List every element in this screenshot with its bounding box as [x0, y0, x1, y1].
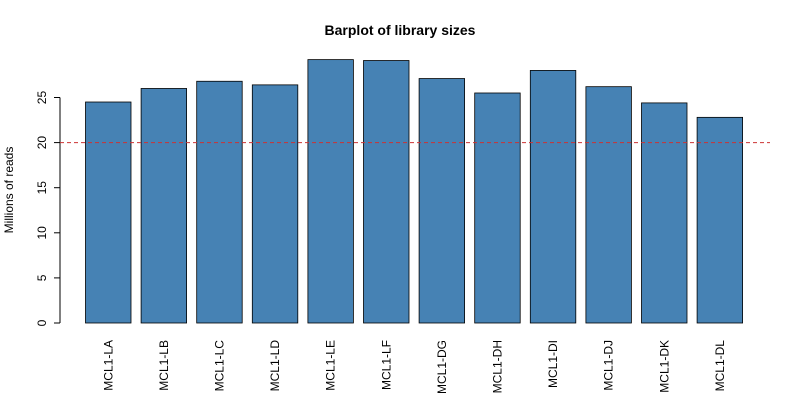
- bar-mcl1-ld: [251, 84, 299, 324]
- bars-layer: [85, 59, 743, 324]
- bar-mcl1-lf: [363, 60, 410, 324]
- y-tick-label: 10: [35, 226, 49, 240]
- y-tick-label: 15: [35, 181, 49, 195]
- bar-mcl1-dl: [696, 116, 743, 324]
- x-tick-label-mcl1-dh: MCL1-DH: [490, 340, 504, 393]
- x-tick-label-mcl1-le: MCL1-LE: [324, 340, 338, 391]
- x-tick-label-mcl1-dg: MCL1-DG: [435, 340, 449, 394]
- bar-mcl1-lc: [196, 80, 243, 324]
- bar-mcl1-dh: [474, 92, 521, 324]
- x-tick-label-mcl1-lc: MCL1-LC: [212, 340, 226, 392]
- y-axis: 0 5 10 15 20 25: [35, 91, 61, 326]
- x-tick-label-mcl1-dj: MCL1-DJ: [602, 340, 616, 391]
- x-tick-label-mcl1-dk: MCL1-DK: [657, 340, 671, 393]
- x-tick-label-mcl1-dl: MCL1-DL: [713, 340, 727, 392]
- x-tick-labels: MCL1-LA MCL1-LB MCL1-LC MCL1-LD MCL1-LE MCL1-…: [101, 340, 727, 394]
- bar-mcl1-le: [307, 59, 354, 324]
- y-tick-label: 20: [35, 136, 49, 150]
- chart-title: Barplot of library sizes: [325, 22, 476, 38]
- x-tick-label-mcl1-lb: MCL1-LB: [157, 340, 171, 391]
- bar-mcl1-di: [529, 70, 577, 324]
- y-axis-label: Millions of reads: [2, 147, 16, 234]
- y-tick-label: 5: [35, 274, 49, 281]
- bar-mcl1-la: [85, 101, 132, 324]
- y-tick-label: 25: [35, 91, 49, 105]
- x-tick-label-mcl1-di: MCL1-DI: [546, 340, 560, 388]
- y-tick-label: 0: [35, 319, 49, 326]
- x-tick-label-mcl1-la: MCL1-LA: [101, 340, 115, 391]
- x-tick-label-mcl1-lf: MCL1-LF: [379, 340, 393, 390]
- bar-mcl1-dj: [585, 86, 632, 324]
- bar-mcl1-dg: [418, 78, 466, 324]
- bar-mcl1-dk: [641, 102, 688, 324]
- bar-mcl1-lb: [140, 88, 188, 324]
- x-tick-label-mcl1-ld: MCL1-LD: [268, 340, 282, 392]
